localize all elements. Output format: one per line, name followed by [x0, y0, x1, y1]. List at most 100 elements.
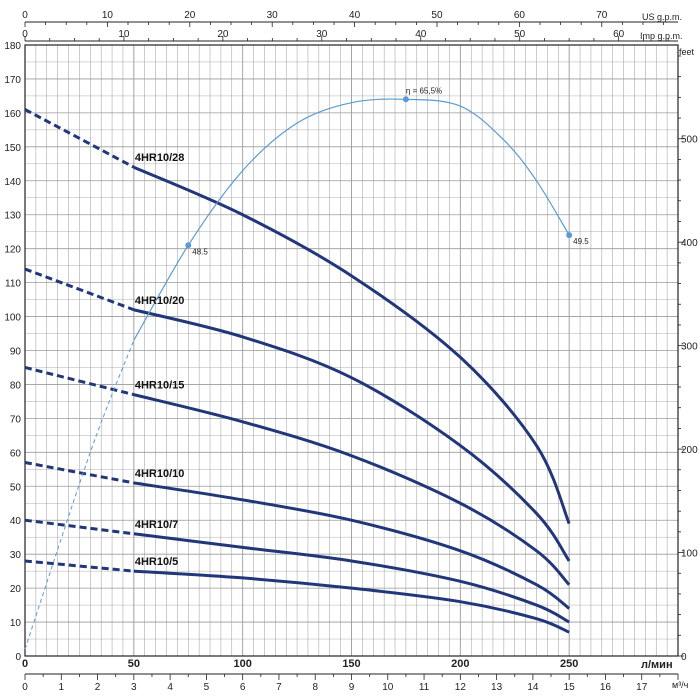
curve-solid-segment	[133, 393, 571, 586]
feet-tick-label: 100	[681, 549, 698, 560]
imp-gpm-tick-label: 40	[415, 29, 427, 40]
y-tick-label: 30	[10, 550, 22, 561]
x-tick-label: 250	[560, 658, 578, 670]
us-gpm-tick-label: 40	[349, 10, 361, 21]
curve-solid-segment	[133, 165, 571, 525]
m3h-tick-label: 0	[22, 682, 28, 693]
m3h-tick-label: 15	[564, 682, 576, 693]
m3h-tick-label: 17	[636, 682, 648, 693]
top-imp-label: Imp g.p.m.	[640, 31, 683, 41]
series-label: 4HR10/7	[135, 519, 178, 531]
efficiency-point	[402, 96, 409, 103]
series-label: 4HR10/5	[135, 556, 178, 568]
y-tick-label: 170	[4, 75, 21, 86]
curve-dashed-segment	[24, 108, 135, 169]
us-gpm-tick-label: 70	[596, 10, 608, 21]
m3h-tick-label: 12	[455, 682, 467, 693]
m3h-tick-label: 4	[167, 682, 173, 693]
us-gpm-tick-label: 60	[514, 10, 526, 21]
curve-dashed-segment	[24, 461, 135, 485]
m3h-tick-label: 2	[95, 682, 101, 693]
series-label: 4HR10/10	[135, 468, 185, 480]
y-tick-label: 10	[10, 618, 22, 629]
m3h-tick-label: 7	[276, 682, 282, 693]
curve-solid-segment	[133, 569, 570, 634]
series-label: 4HR10/28	[135, 152, 185, 164]
imp-gpm-tick-label: 20	[217, 29, 229, 40]
y-tick-label: 110	[5, 279, 21, 290]
curve-dashed-segment	[24, 366, 135, 397]
series-label: 4HR10/15	[135, 380, 185, 392]
m3h-tick-label: 11	[419, 682, 430, 693]
y-tick-label: 140	[4, 177, 21, 188]
efficiency-curve: 48.5 η = 65,5% 49.5	[24, 86, 589, 650]
m3h-tick-label: 8	[312, 682, 318, 693]
x-axis-label: л/мин	[641, 659, 673, 671]
feet-tick-label: 200	[681, 445, 698, 456]
curve-dashed-segment	[24, 267, 135, 312]
efficiency-point-label: 49.5	[573, 237, 589, 246]
efficiency-point-label: η = 65,5%	[406, 86, 442, 95]
y-tick-label: 50	[10, 482, 22, 493]
y-tick-label: 120	[4, 245, 21, 256]
m3h-tick-label: 16	[600, 682, 612, 693]
y-tick-label: 40	[10, 516, 22, 527]
top-axis-ticks: 0 10 20 30 40 50 60 70 0 10 20 30 40 50 60	[22, 10, 669, 41]
series-label: 4HR10/20	[135, 295, 185, 307]
plot-border	[24, 44, 679, 657]
m3h-tick-label: 13	[491, 682, 503, 693]
x-tick-label: 100	[233, 658, 251, 670]
y-tick-label: 90	[10, 347, 22, 358]
series-labels: 4HR10/28 4HR10/20 4HR10/15 4HR10/10 4HR10/7 4…	[135, 152, 185, 568]
y-tick-label: 180	[4, 41, 21, 52]
efficiency-point-label: 48.5	[192, 247, 208, 256]
imp-gpm-tick-label: 50	[514, 29, 526, 40]
pump-curves	[24, 108, 571, 634]
us-gpm-tick-label: 10	[102, 10, 114, 21]
top-us-label: US g.p.m.	[642, 12, 682, 22]
left-axis-ticks: 0 10 20 30 40 50 60 70 80 90 100 110 120 130 140 150 160…	[4, 41, 21, 663]
curve-dashed-segment	[24, 518, 135, 536]
x-tick-label: 0	[22, 658, 28, 670]
imp-gpm-tick-label: 0	[22, 29, 28, 40]
y-tick-label: 100	[4, 313, 21, 324]
y-tick-label: 0	[15, 652, 21, 663]
x-tick-label: 150	[342, 658, 360, 670]
imp-gpm-tick-label: 30	[316, 29, 328, 40]
m3h-tick-label: 9	[349, 682, 355, 693]
imp-gpm-tick-label: 10	[118, 29, 130, 40]
curve-dashed-segment	[24, 559, 134, 573]
right-axis-ticks: 0 100 200 300 400 500	[678, 55, 698, 663]
efficiency-dashed-segment	[24, 340, 135, 650]
imp-gpm-tick-label: 60	[613, 29, 625, 40]
us-gpm-tick-label: 30	[267, 10, 279, 21]
efficiency-point	[566, 232, 573, 239]
y-tick-label: 160	[4, 109, 21, 120]
curve-solid-segment	[133, 481, 571, 610]
m3h-tick-label: 10	[382, 682, 394, 693]
feet-tick-label: 400	[681, 238, 698, 249]
y-tick-label: 70	[10, 414, 22, 425]
m3h-tick-label: 3	[131, 682, 137, 693]
us-gpm-tick-label: 20	[184, 10, 196, 21]
us-gpm-tick-label: 0	[22, 10, 28, 21]
feet-tick-label: 0	[681, 652, 687, 663]
y-tick-label: 60	[10, 448, 22, 459]
efficiency-point	[185, 242, 192, 249]
y-tick-label: 20	[10, 584, 22, 595]
m3h-tick-label: 5	[204, 682, 210, 693]
m3h-tick-label: 6	[240, 682, 246, 693]
m3h-tick-label: 14	[527, 682, 539, 693]
y-tick-label: 130	[4, 211, 21, 222]
x-tick-label: 200	[451, 658, 469, 670]
y-tick-label: 80	[10, 380, 22, 391]
curve-solid-segment	[133, 308, 571, 562]
curve-solid-segment	[133, 532, 570, 624]
us-gpm-tick-label: 50	[431, 10, 443, 21]
efficiency-solid-segment	[133, 98, 570, 341]
right-feet-label: feet	[679, 47, 695, 57]
y-tick-label: 150	[4, 143, 21, 154]
m3h-tick-label: 1	[58, 682, 64, 693]
